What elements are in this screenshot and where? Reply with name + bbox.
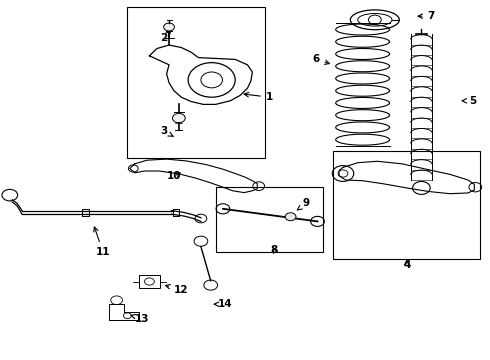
Text: 3: 3 (161, 126, 173, 136)
Text: 1: 1 (244, 92, 273, 102)
Bar (127, 7, 265, 158)
Text: 5: 5 (462, 96, 476, 106)
Text: 7: 7 (418, 11, 435, 21)
Circle shape (164, 23, 174, 31)
Circle shape (285, 213, 296, 221)
Text: 8: 8 (271, 245, 278, 255)
Text: 11: 11 (94, 227, 110, 257)
Text: 6: 6 (313, 54, 329, 64)
Text: 4: 4 (403, 260, 411, 270)
Text: 13: 13 (131, 314, 149, 324)
Circle shape (172, 113, 185, 123)
Text: 14: 14 (214, 299, 233, 309)
Bar (216, 187, 323, 252)
Text: 10: 10 (167, 171, 181, 181)
Text: 12: 12 (166, 284, 189, 295)
Bar (139, 275, 160, 288)
Text: 9: 9 (297, 198, 310, 210)
Bar (333, 151, 480, 259)
Text: 2: 2 (161, 31, 171, 43)
